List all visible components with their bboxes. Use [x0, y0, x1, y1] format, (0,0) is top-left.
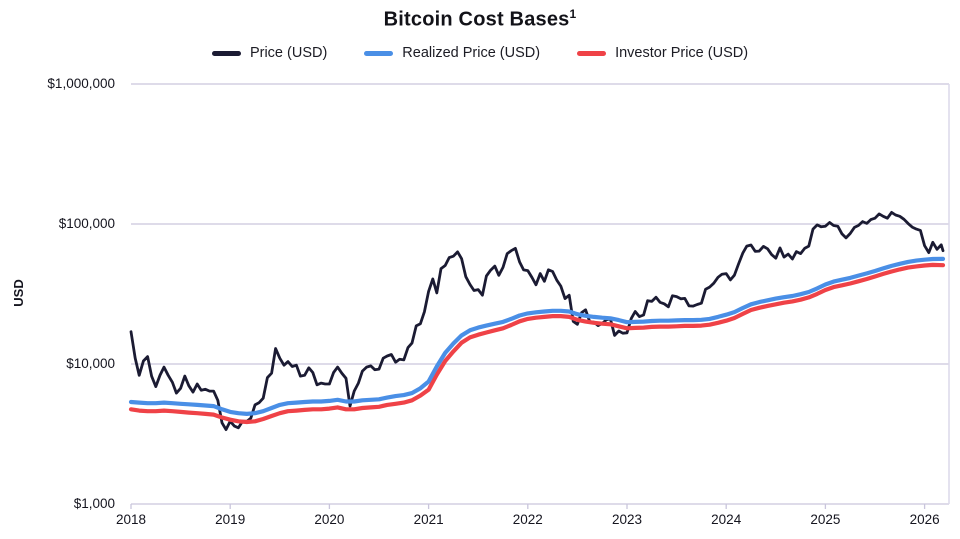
- x-tick-label-2018: 2018: [115, 512, 147, 527]
- x-tick-label-2024: 2024: [711, 512, 742, 527]
- y-tick-label-1-000: $1,000: [73, 496, 115, 511]
- legend-label: Investor Price (USD): [615, 45, 749, 61]
- legend-item-price-usd[interactable]: Price (USD): [211, 45, 328, 61]
- y-tick-label-1-000-000: $1,000,000: [47, 76, 115, 91]
- legend-item-realized-price-usd[interactable]: Realized Price (USD): [364, 45, 540, 61]
- title-footnote-marker: 1: [569, 7, 577, 21]
- y-tick-label-10-000: $10,000: [66, 356, 115, 371]
- x-tick-label-2020: 2020: [314, 512, 345, 527]
- series-realized-price-usd: [128, 256, 946, 416]
- x-tick-label-2026: 2026: [909, 512, 940, 527]
- legend-swatch-realized-price-usd: [364, 50, 394, 56]
- x-tick-label-2023: 2023: [611, 512, 643, 527]
- x-tick-label-2022: 2022: [512, 512, 543, 527]
- legend: Price (USD) Realized Price (USD) Investor …: [0, 45, 960, 61]
- x-tick-label-2025: 2025: [810, 512, 841, 527]
- series-investor-price-usd: [128, 262, 946, 425]
- y-tick-label-100-000: $100,000: [58, 216, 115, 231]
- legend-label: Price (USD): [249, 45, 328, 61]
- chart-title-text: Bitcoin Cost Bases: [383, 8, 570, 31]
- legend-item-investor-price-usd[interactable]: Investor Price (USD): [577, 45, 748, 61]
- y-axis-title: USD: [11, 279, 26, 307]
- legend-label: Realized Price (USD): [402, 45, 541, 61]
- series-price-usd: [129, 210, 945, 432]
- legend-swatch-price-usd: [211, 50, 241, 56]
- x-tick-label-2021: 2021: [413, 512, 444, 527]
- legend-swatch-investor-price-usd: [577, 50, 607, 56]
- x-tick-label-2019: 2019: [215, 512, 246, 527]
- chart-title: Bitcoin Cost Bases1: [0, 7, 960, 32]
